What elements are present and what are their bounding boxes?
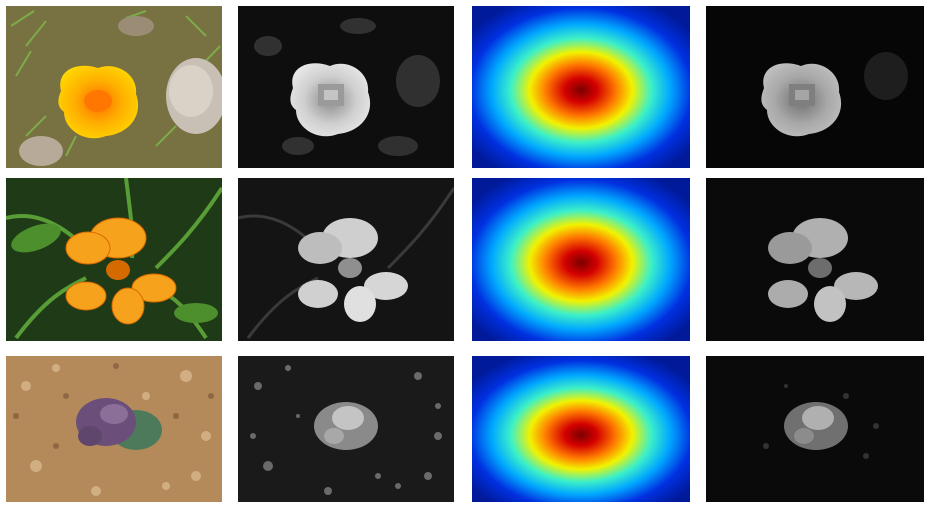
- heatmap-row-3: [472, 356, 690, 502]
- photo-nasturtium: [6, 178, 222, 341]
- weighted-saliency-gravel-flower: [706, 356, 924, 502]
- weighted-saliency-nasturtium: [706, 178, 924, 341]
- heatmap-row-1: [472, 6, 690, 168]
- gravel-flower: [76, 398, 162, 450]
- poppy-flower: [58, 65, 139, 139]
- nasturtium-flower: [65, 217, 177, 325]
- photo-gravel-flower: [6, 356, 222, 502]
- saliency-poppy: [238, 6, 454, 168]
- saliency-nasturtium: [238, 178, 454, 341]
- photo-poppy: [6, 6, 222, 168]
- saliency-gravel-flower: [238, 356, 454, 502]
- heatmap-row-2: [472, 178, 690, 341]
- weighted-saliency-poppy: [706, 6, 924, 168]
